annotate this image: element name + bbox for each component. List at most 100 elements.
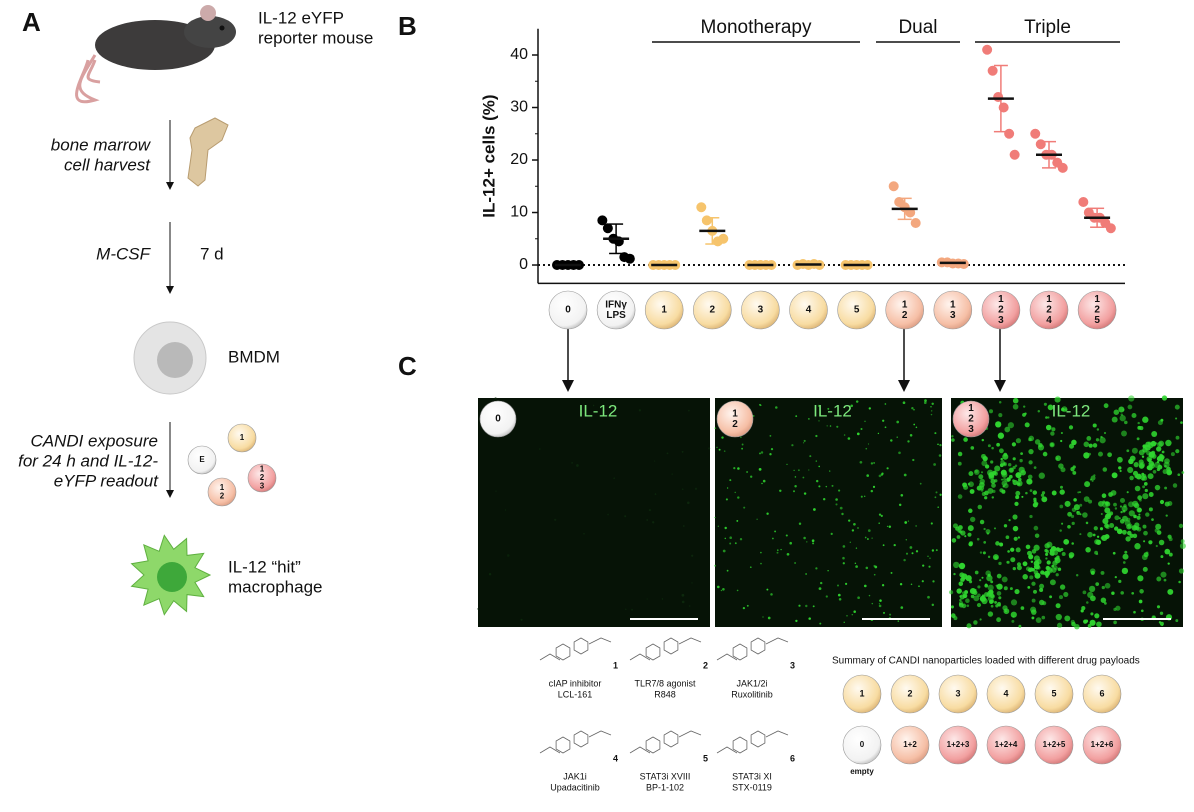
green-spot: [1016, 480, 1023, 487]
green-spot: [737, 467, 740, 470]
green-spot: [1154, 528, 1159, 533]
green-spot: [1027, 474, 1033, 480]
green-spot: [1023, 405, 1026, 408]
summary-particle-label: 1+2+3: [947, 740, 970, 749]
green-spot: [903, 558, 906, 562]
structure-number: 1: [613, 660, 618, 670]
chemical-structure: [629, 637, 702, 661]
green-spot: [1155, 442, 1158, 445]
green-spot: [1012, 403, 1019, 410]
green-spot: [1027, 585, 1031, 589]
green-spot: [981, 438, 985, 442]
green-spot: [970, 594, 975, 599]
green-spot: [1081, 606, 1086, 611]
green-spot: [1100, 536, 1104, 540]
green-spot: [759, 452, 761, 455]
green-spot: [1070, 619, 1075, 625]
green-spot: [1059, 489, 1065, 495]
green-spot: [1016, 565, 1022, 571]
green-spot: [995, 584, 998, 587]
green-spot: [968, 481, 974, 488]
green-spot: [1070, 467, 1075, 472]
green-spot: [970, 516, 976, 523]
green-spot: [1060, 439, 1063, 443]
green-spot: [1085, 547, 1091, 553]
summary-particle-label: 3: [955, 688, 960, 698]
green-spot: [638, 409, 642, 412]
image-badge-circle: [716, 400, 754, 438]
summary-particle-label: 1+2+5: [1043, 740, 1066, 749]
green-spot: [1074, 623, 1080, 630]
structure-name: LCL-161: [558, 689, 593, 699]
category-label: 3: [998, 315, 1004, 326]
data-point: [1057, 162, 1068, 173]
green-spot: [1015, 495, 1020, 500]
green-spot: [774, 530, 777, 533]
green-spot: [931, 549, 935, 552]
green-spot: [1070, 514, 1075, 519]
green-spot: [1001, 489, 1006, 494]
green-spot: [794, 562, 797, 564]
green-spot: [802, 476, 805, 479]
green-spot: [860, 428, 863, 430]
green-spot: [911, 406, 914, 410]
green-spot: [652, 521, 655, 524]
image-label: IL-12: [579, 401, 618, 420]
green-spot: [979, 579, 982, 582]
green-spot: [681, 600, 685, 604]
green-spot: [1037, 409, 1041, 413]
green-spot: [1148, 451, 1155, 458]
panel-letter: B: [398, 11, 417, 41]
green-spot: [1072, 470, 1077, 475]
green-spot: [837, 584, 839, 587]
green-spot: [1059, 504, 1064, 509]
green-spot: [1061, 406, 1068, 413]
green-spot: [955, 526, 960, 531]
green-spot: [1119, 497, 1126, 504]
green-spot: [1103, 431, 1107, 435]
category-label: 0: [565, 305, 571, 316]
step-label: for 24 h and IL-12-: [18, 451, 158, 470]
green-spot: [654, 493, 657, 495]
summary-particle-label: 0: [860, 740, 865, 749]
mouse-label: IL-12 eYFP: [258, 8, 344, 27]
green-spot: [803, 492, 807, 495]
green-spot: [1137, 575, 1144, 582]
data-point: [993, 92, 1004, 103]
green-spot: [812, 605, 815, 608]
green-spot: [1105, 513, 1111, 520]
green-spot: [1149, 463, 1155, 469]
green-spot: [688, 605, 691, 607]
hit-nucleus: [157, 562, 187, 592]
particle-label: E: [199, 455, 205, 464]
green-spot: [1031, 616, 1035, 620]
green-spot: [1090, 570, 1095, 575]
y-tick-label: 20: [510, 151, 528, 168]
green-spot: [1028, 437, 1032, 442]
green-spot: [969, 489, 975, 494]
green-spot: [1007, 462, 1012, 467]
green-spot: [1090, 595, 1096, 602]
green-spot: [1174, 404, 1180, 410]
green-spot: [1114, 515, 1120, 521]
green-spot: [1154, 484, 1161, 491]
green-spot: [809, 455, 812, 458]
green-spot: [1073, 504, 1080, 511]
green-spot: [592, 404, 595, 407]
green-spot: [760, 404, 762, 407]
green-spot: [857, 527, 859, 529]
cell-label: BMDM: [228, 347, 280, 366]
green-spot: [1136, 515, 1141, 520]
green-spot: [1033, 497, 1037, 501]
green-spot: [504, 509, 507, 511]
green-spot: [868, 407, 871, 410]
green-spot: [1039, 587, 1044, 593]
green-spot: [1175, 435, 1180, 440]
bond: [716, 637, 789, 661]
green-spot: [506, 554, 510, 557]
green-spot: [871, 537, 873, 539]
green-spot: [907, 440, 910, 443]
green-spot: [1147, 473, 1154, 480]
green-spot: [1090, 612, 1094, 616]
